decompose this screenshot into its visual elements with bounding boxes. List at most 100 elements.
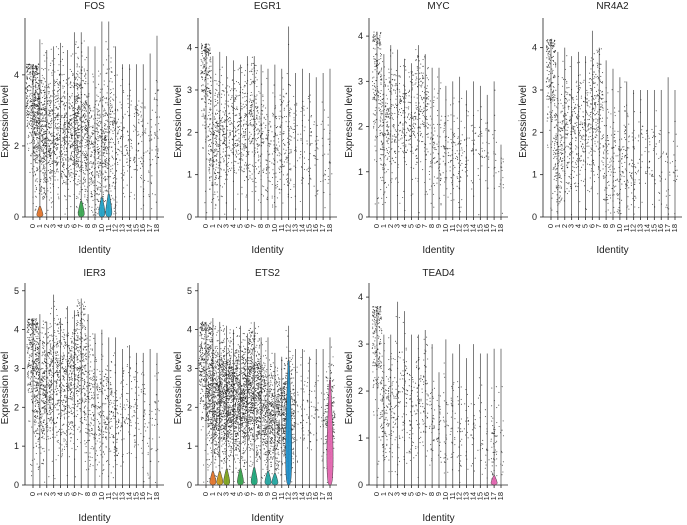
data-point [378,38,380,40]
data-point [52,183,54,185]
data-point [202,89,204,91]
data-point [379,103,381,105]
data-point [48,97,50,99]
data-point [104,123,106,125]
data-point [39,170,41,173]
data-point [234,126,236,128]
data-point [140,120,142,123]
data-point [286,105,288,107]
data-point [225,100,227,102]
data-point [45,148,47,150]
data-point [45,112,47,115]
data-point [148,140,150,142]
data-point [311,142,313,145]
data-point [137,114,139,117]
data-point [220,162,222,164]
data-point [33,105,35,107]
data-point [114,108,116,110]
data-point [37,142,39,144]
data-point [123,165,125,167]
data-point [129,114,131,116]
data-point [57,97,59,99]
data-point [117,130,119,132]
data-point [127,98,129,100]
data-point [38,88,40,90]
data-point [43,181,45,183]
data-point [105,136,107,138]
data-point [238,67,240,69]
data-point [225,164,227,166]
data-point [372,121,375,123]
data-point [39,125,41,128]
data-point [35,188,37,190]
data-point [71,93,73,95]
data-point [40,161,42,163]
data-point [36,121,38,123]
data-point [216,130,219,132]
data-point [385,121,387,123]
data-point [386,140,388,142]
data-point [62,159,64,161]
data-point [99,186,101,188]
data-point [110,92,112,94]
data-point [200,70,202,72]
data-point [220,128,222,131]
data-point [52,134,54,136]
data-point [209,176,211,178]
data-point [209,143,211,146]
data-point [390,141,392,143]
data-point [262,71,264,73]
data-point [216,83,218,85]
data-point [105,172,107,174]
data-point [65,154,67,156]
data-point [43,178,45,180]
data-point [45,52,47,54]
data-point [283,100,285,102]
data-point [212,134,214,136]
data-point [239,121,241,123]
data-point [31,64,33,66]
data-point [255,181,257,184]
data-point [206,136,208,138]
data-point [231,144,234,146]
data-point [77,75,79,77]
data-point [246,176,248,178]
data-point [57,116,59,118]
data-point [43,198,45,200]
data-point [31,105,33,107]
data-point [376,32,378,34]
data-point [33,112,35,114]
data-point [57,82,59,84]
panel-title: FOS [84,1,105,12]
data-point [48,109,50,111]
data-point [50,126,52,128]
data-point [83,70,85,72]
y-axis-label: Expression level [173,85,184,158]
data-point [233,171,236,173]
data-point [75,161,77,163]
data-point [208,130,210,132]
data-point [38,96,40,98]
data-point [46,57,48,59]
data-point [84,112,86,115]
data-point [213,116,215,118]
data-point [80,106,82,108]
data-point [46,95,48,97]
data-point [375,64,377,66]
data-point [382,176,384,178]
data-point [49,169,51,171]
data-point [77,73,79,75]
data-point [217,171,219,174]
data-point [277,149,279,151]
data-point [47,190,49,192]
data-point [113,213,115,215]
data-point [378,58,380,61]
data-point [41,193,43,195]
x-tick-label: 7 [76,224,85,228]
data-point [301,119,303,122]
data-point [75,144,77,146]
data-point [114,74,116,77]
data-point [207,43,209,45]
data-point [387,126,389,128]
data-point [94,141,96,143]
